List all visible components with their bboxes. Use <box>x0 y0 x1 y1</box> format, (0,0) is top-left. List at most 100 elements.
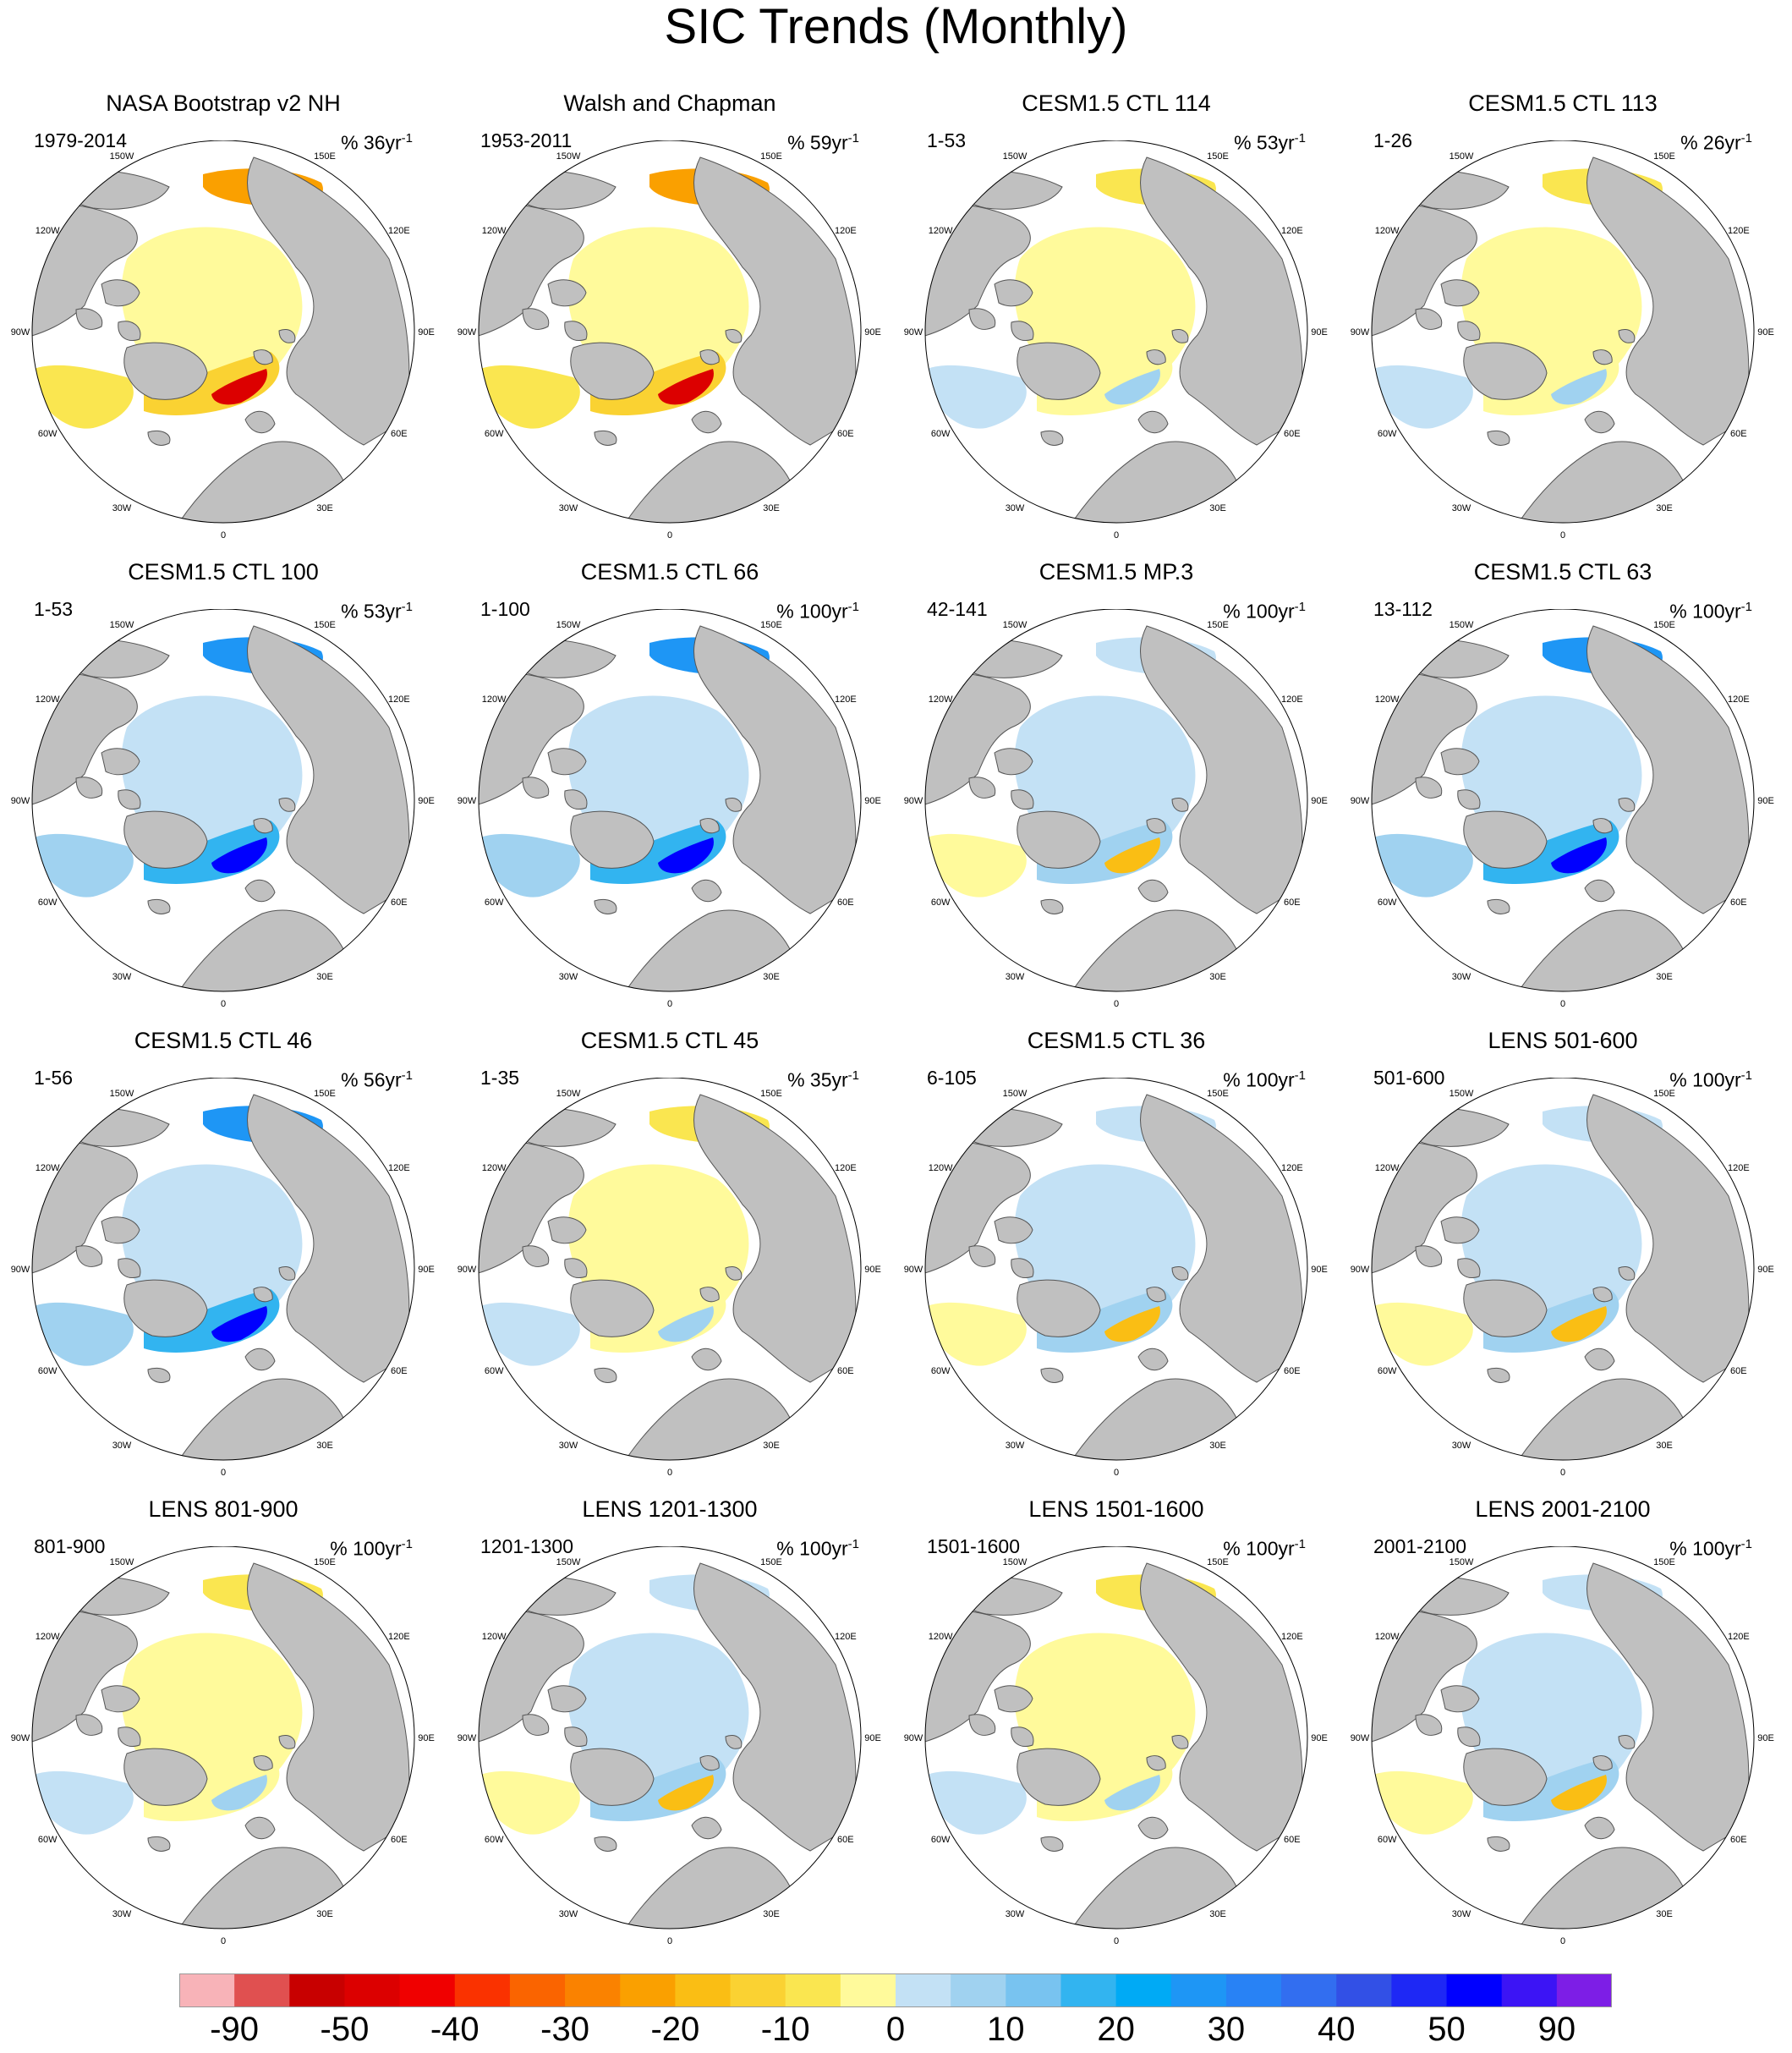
longitude-label: 120E <box>388 226 410 236</box>
colorbar-swatch <box>785 1973 841 2007</box>
longitude-label: 150W <box>556 620 581 630</box>
longitude-label: 90E <box>1311 1733 1328 1743</box>
colorbar-swatch <box>1115 1973 1172 2007</box>
colorbar-tick-label: 90 <box>1537 2011 1576 2048</box>
panel-year-range: 1-35 <box>480 1067 520 1089</box>
polar-map: 180150E120E90E60E30E030W60W90W120W150W <box>11 140 435 541</box>
colorbar-swatch <box>1060 1973 1117 2007</box>
longitude-label: 90W <box>458 327 477 338</box>
longitude-label: 30W <box>559 1909 578 1919</box>
longitude-label: 60W <box>1378 898 1397 908</box>
panel-title: CESM1.5 CTL 66 <box>580 559 759 585</box>
longitude-label: 120E <box>835 226 857 236</box>
longitude-label: 90E <box>418 1265 435 1275</box>
longitude-label: 150E <box>1653 620 1675 630</box>
colorbar-swatch <box>620 1973 676 2007</box>
colorbar-swatch <box>1556 1973 1612 2007</box>
panel-unit-exponent: -1 <box>1740 131 1752 145</box>
longitude-label: 30W <box>1006 1909 1025 1919</box>
longitude-label: 90W <box>458 1733 477 1743</box>
colorbar-swatch <box>951 1973 1006 2007</box>
polar-map: 180150E120E90E60E30E030W60W90W120W150W <box>904 609 1328 1009</box>
colorbar-swatch <box>1281 1973 1337 2007</box>
longitude-label: 150W <box>1003 620 1028 630</box>
longitude-label: 120W <box>482 694 507 705</box>
longitude-label: 60W <box>38 1835 58 1845</box>
colorbar-swatch <box>896 1973 951 2007</box>
panel-unit-label: % 53yr-1 <box>1234 127 1306 155</box>
polar-map: 180150E120E90E60E30E030W60W90W120W150W <box>904 140 1328 541</box>
longitude-label: 90W <box>1351 1265 1370 1275</box>
panel-year-range: 1-53 <box>927 129 967 151</box>
longitude-label: 150W <box>556 1557 581 1567</box>
colorbar-tick-label: 10 <box>987 2011 1025 2048</box>
longitude-label: 120W <box>36 226 60 236</box>
longitude-label: 60W <box>38 1366 58 1376</box>
longitude-label: 90W <box>904 1733 923 1743</box>
longitude-label: 30E <box>316 972 333 982</box>
colorbar-swatch <box>399 1973 456 2007</box>
colorbar <box>179 1973 1612 2007</box>
longitude-label: 150E <box>1207 1089 1229 1099</box>
longitude-label: 0 <box>1114 1468 1119 1478</box>
longitude-label: 120E <box>388 694 410 705</box>
longitude-label: 150E <box>1653 1089 1675 1099</box>
longitude-label: 150E <box>1207 620 1229 630</box>
panel-year-range: 801-900 <box>34 1535 106 1557</box>
panel-unit-label: % 100yr-1 <box>330 1533 413 1561</box>
colorbar-swatch <box>234 1973 290 2007</box>
panel-title: LENS 501-600 <box>1488 1028 1638 1053</box>
longitude-label: 90W <box>1351 1733 1370 1743</box>
panel-unit-text: % 100yr <box>776 1537 848 1560</box>
longitude-label: 90E <box>1757 327 1774 338</box>
longitude-label: 60W <box>931 898 951 908</box>
longitude-label: 60E <box>1730 1366 1747 1376</box>
longitude-label: 150W <box>1449 620 1474 630</box>
panel-year-range: 1953-2011 <box>480 129 573 151</box>
panel-unit-text: % 100yr <box>1223 600 1295 623</box>
colorbar-swatch <box>289 1973 345 2007</box>
panel-unit-label: % 53yr-1 <box>341 596 413 623</box>
longitude-label: 120E <box>835 1632 857 1642</box>
colorbar-swatch <box>675 1973 732 2007</box>
panel-unit-text: % 36yr <box>341 131 402 154</box>
panel-year-range: 1201-1300 <box>480 1535 573 1557</box>
longitude-label: 120W <box>482 1632 507 1642</box>
longitude-label: 120E <box>1281 226 1303 236</box>
longitude-label: 120E <box>1728 694 1750 705</box>
longitude-label: 120W <box>1375 1632 1400 1642</box>
colorbar-swatch <box>840 1973 896 2007</box>
longitude-label: 60E <box>391 429 408 439</box>
longitude-label: 150E <box>760 1089 782 1099</box>
longitude-label: 30W <box>559 972 578 982</box>
longitude-label: 60E <box>837 429 854 439</box>
longitude-label: 150E <box>314 151 336 162</box>
longitude-label: 150E <box>1207 151 1229 162</box>
panel-title: CESM1.5 CTL 100 <box>128 559 319 585</box>
map-panel: CESM1.5 CTL 451-35% 35yr-1180150E120E90E… <box>447 1027 893 1501</box>
longitude-label: 120E <box>1281 1163 1303 1173</box>
polar-map: 180150E120E90E60E30E030W60W90W120W150W <box>1351 1078 1774 1478</box>
longitude-label: 90E <box>1757 1265 1774 1275</box>
colorbar-swatch <box>1336 1973 1392 2007</box>
panel-year-range: 6-105 <box>927 1067 977 1089</box>
longitude-label: 30W <box>559 1441 578 1451</box>
polar-map: 180150E120E90E60E30E030W60W90W120W150W <box>1351 609 1774 1009</box>
longitude-label: 60E <box>837 898 854 908</box>
longitude-label: 120E <box>388 1163 410 1173</box>
longitude-label: 150E <box>760 1557 782 1567</box>
longitude-label: 0 <box>1114 1936 1119 1946</box>
colorbar-tick-label: 0 <box>885 2011 906 2048</box>
colorbar-tick-label: -40 <box>430 2011 480 2048</box>
panel-unit-exponent: -1 <box>847 1068 859 1083</box>
panel-unit-label: % 100yr-1 <box>776 596 859 623</box>
land-masses <box>925 156 1303 523</box>
longitude-label: 90W <box>458 1265 477 1275</box>
longitude-label: 120W <box>1375 226 1400 236</box>
colorbar-tick-label: -30 <box>540 2011 589 2048</box>
longitude-label: 30E <box>1209 1441 1226 1451</box>
panel-title: CESM1.5 CTL 114 <box>1022 91 1211 116</box>
